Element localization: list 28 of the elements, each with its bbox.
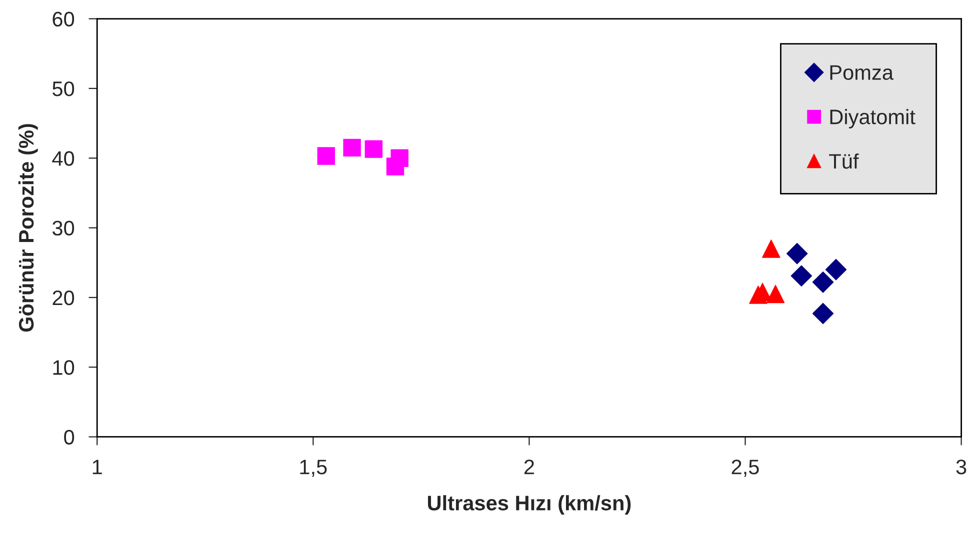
y-tick-label: 30 <box>52 220 74 236</box>
x-tick-label: 1 <box>92 460 102 474</box>
point <box>762 240 780 258</box>
y-tick-label: 0 <box>64 430 74 445</box>
point <box>364 140 382 158</box>
legend-label: Tüf <box>829 153 859 169</box>
y-axis-title: Görünür Porozite (%) <box>18 124 38 332</box>
x-tick-label: 2 <box>524 460 534 474</box>
point <box>317 147 335 165</box>
legend-label: Pomza <box>830 65 894 80</box>
point <box>343 138 361 157</box>
y-tick-label: 60 <box>52 12 74 27</box>
legend-label: Diyatomit <box>830 109 916 128</box>
point <box>786 242 808 264</box>
point <box>790 265 812 287</box>
point <box>766 284 785 304</box>
x-tick-label: 3 <box>956 460 966 474</box>
point <box>825 258 847 280</box>
point <box>812 272 834 293</box>
x-axis-title: Ultrases Hızı (km/sn) <box>428 495 631 515</box>
y-tick-label: 40 <box>52 151 74 166</box>
y-tick-label: 20 <box>52 290 74 306</box>
y-tick-label: 10 <box>53 360 74 375</box>
point <box>812 302 834 324</box>
x-tick-label: 1,5 <box>300 460 327 477</box>
y-tick-label: 50 <box>52 81 74 96</box>
point <box>386 158 404 176</box>
x-tick-label: 2,5 <box>732 460 759 477</box>
